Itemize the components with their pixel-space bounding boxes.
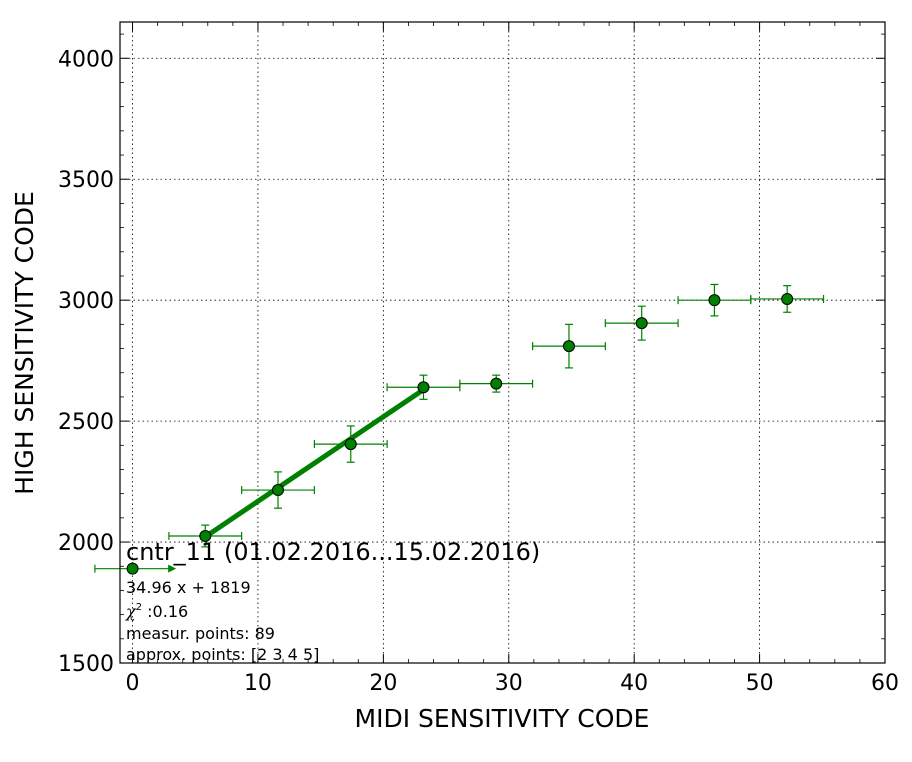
y-tick-label: 3500	[58, 168, 114, 193]
data-point	[272, 484, 285, 497]
fit-line-layer	[203, 387, 425, 539]
annotation-title: cntr_11 (01.02.2016...15.02.2016)	[126, 538, 540, 566]
fit-line	[203, 387, 425, 539]
annotation-approx-points: approx. points: [2 3 4 5]	[126, 645, 319, 664]
annotation-chi: χ2 :0.16	[125, 602, 188, 621]
y-tick-label: 4000	[58, 47, 114, 72]
x-tick-label: 30	[495, 671, 523, 696]
data-point	[708, 294, 721, 307]
y-tick-label: 3000	[58, 289, 114, 314]
x-tick-label: 0	[126, 671, 140, 696]
data-point	[781, 292, 794, 305]
data-point	[344, 438, 357, 451]
y-tick-label: 2000	[58, 531, 114, 556]
data-point	[490, 377, 503, 390]
chi-value: :0.16	[142, 602, 188, 621]
y-axis-title: HIGH SENSITIVITY CODE	[10, 191, 39, 495]
grid	[120, 22, 886, 664]
y-tick-label: 2500	[58, 410, 114, 435]
axis-ticks	[120, 22, 886, 664]
data-point	[417, 381, 430, 394]
error-bars	[94, 283, 825, 573]
plot-frame	[119, 21, 886, 664]
chi-symbol: χ	[125, 602, 137, 621]
data-point	[562, 340, 575, 353]
data-point	[126, 562, 139, 575]
y-tick-label: 1500	[58, 652, 114, 677]
x-tick-label: 60	[871, 671, 899, 696]
data-point	[635, 317, 648, 330]
chi-superscript: 2	[136, 602, 142, 613]
minor-ticks	[120, 22, 885, 663]
x-axis-title: MIDI SENSITIVITY CODE	[355, 704, 650, 733]
annotation-measur-points: measur. points: 89	[126, 624, 275, 643]
data-point	[199, 530, 212, 543]
x-tick-label: 20	[369, 671, 397, 696]
x-error-arrow	[168, 564, 177, 573]
x-tick-label: 10	[244, 671, 272, 696]
tick-labels: 0 10 20 30 40 50 60 1500 2000 2500 3000 3500 4000	[58, 47, 899, 696]
x-tick-label: 40	[620, 671, 648, 696]
fit-annotation: cntr_11 (01.02.2016...15.02.2016) 34.96 …	[125, 538, 540, 664]
x-tick-label: 50	[746, 671, 774, 696]
data-points	[126, 292, 794, 575]
annotation-equation: 34.96 x + 1819	[126, 578, 251, 597]
